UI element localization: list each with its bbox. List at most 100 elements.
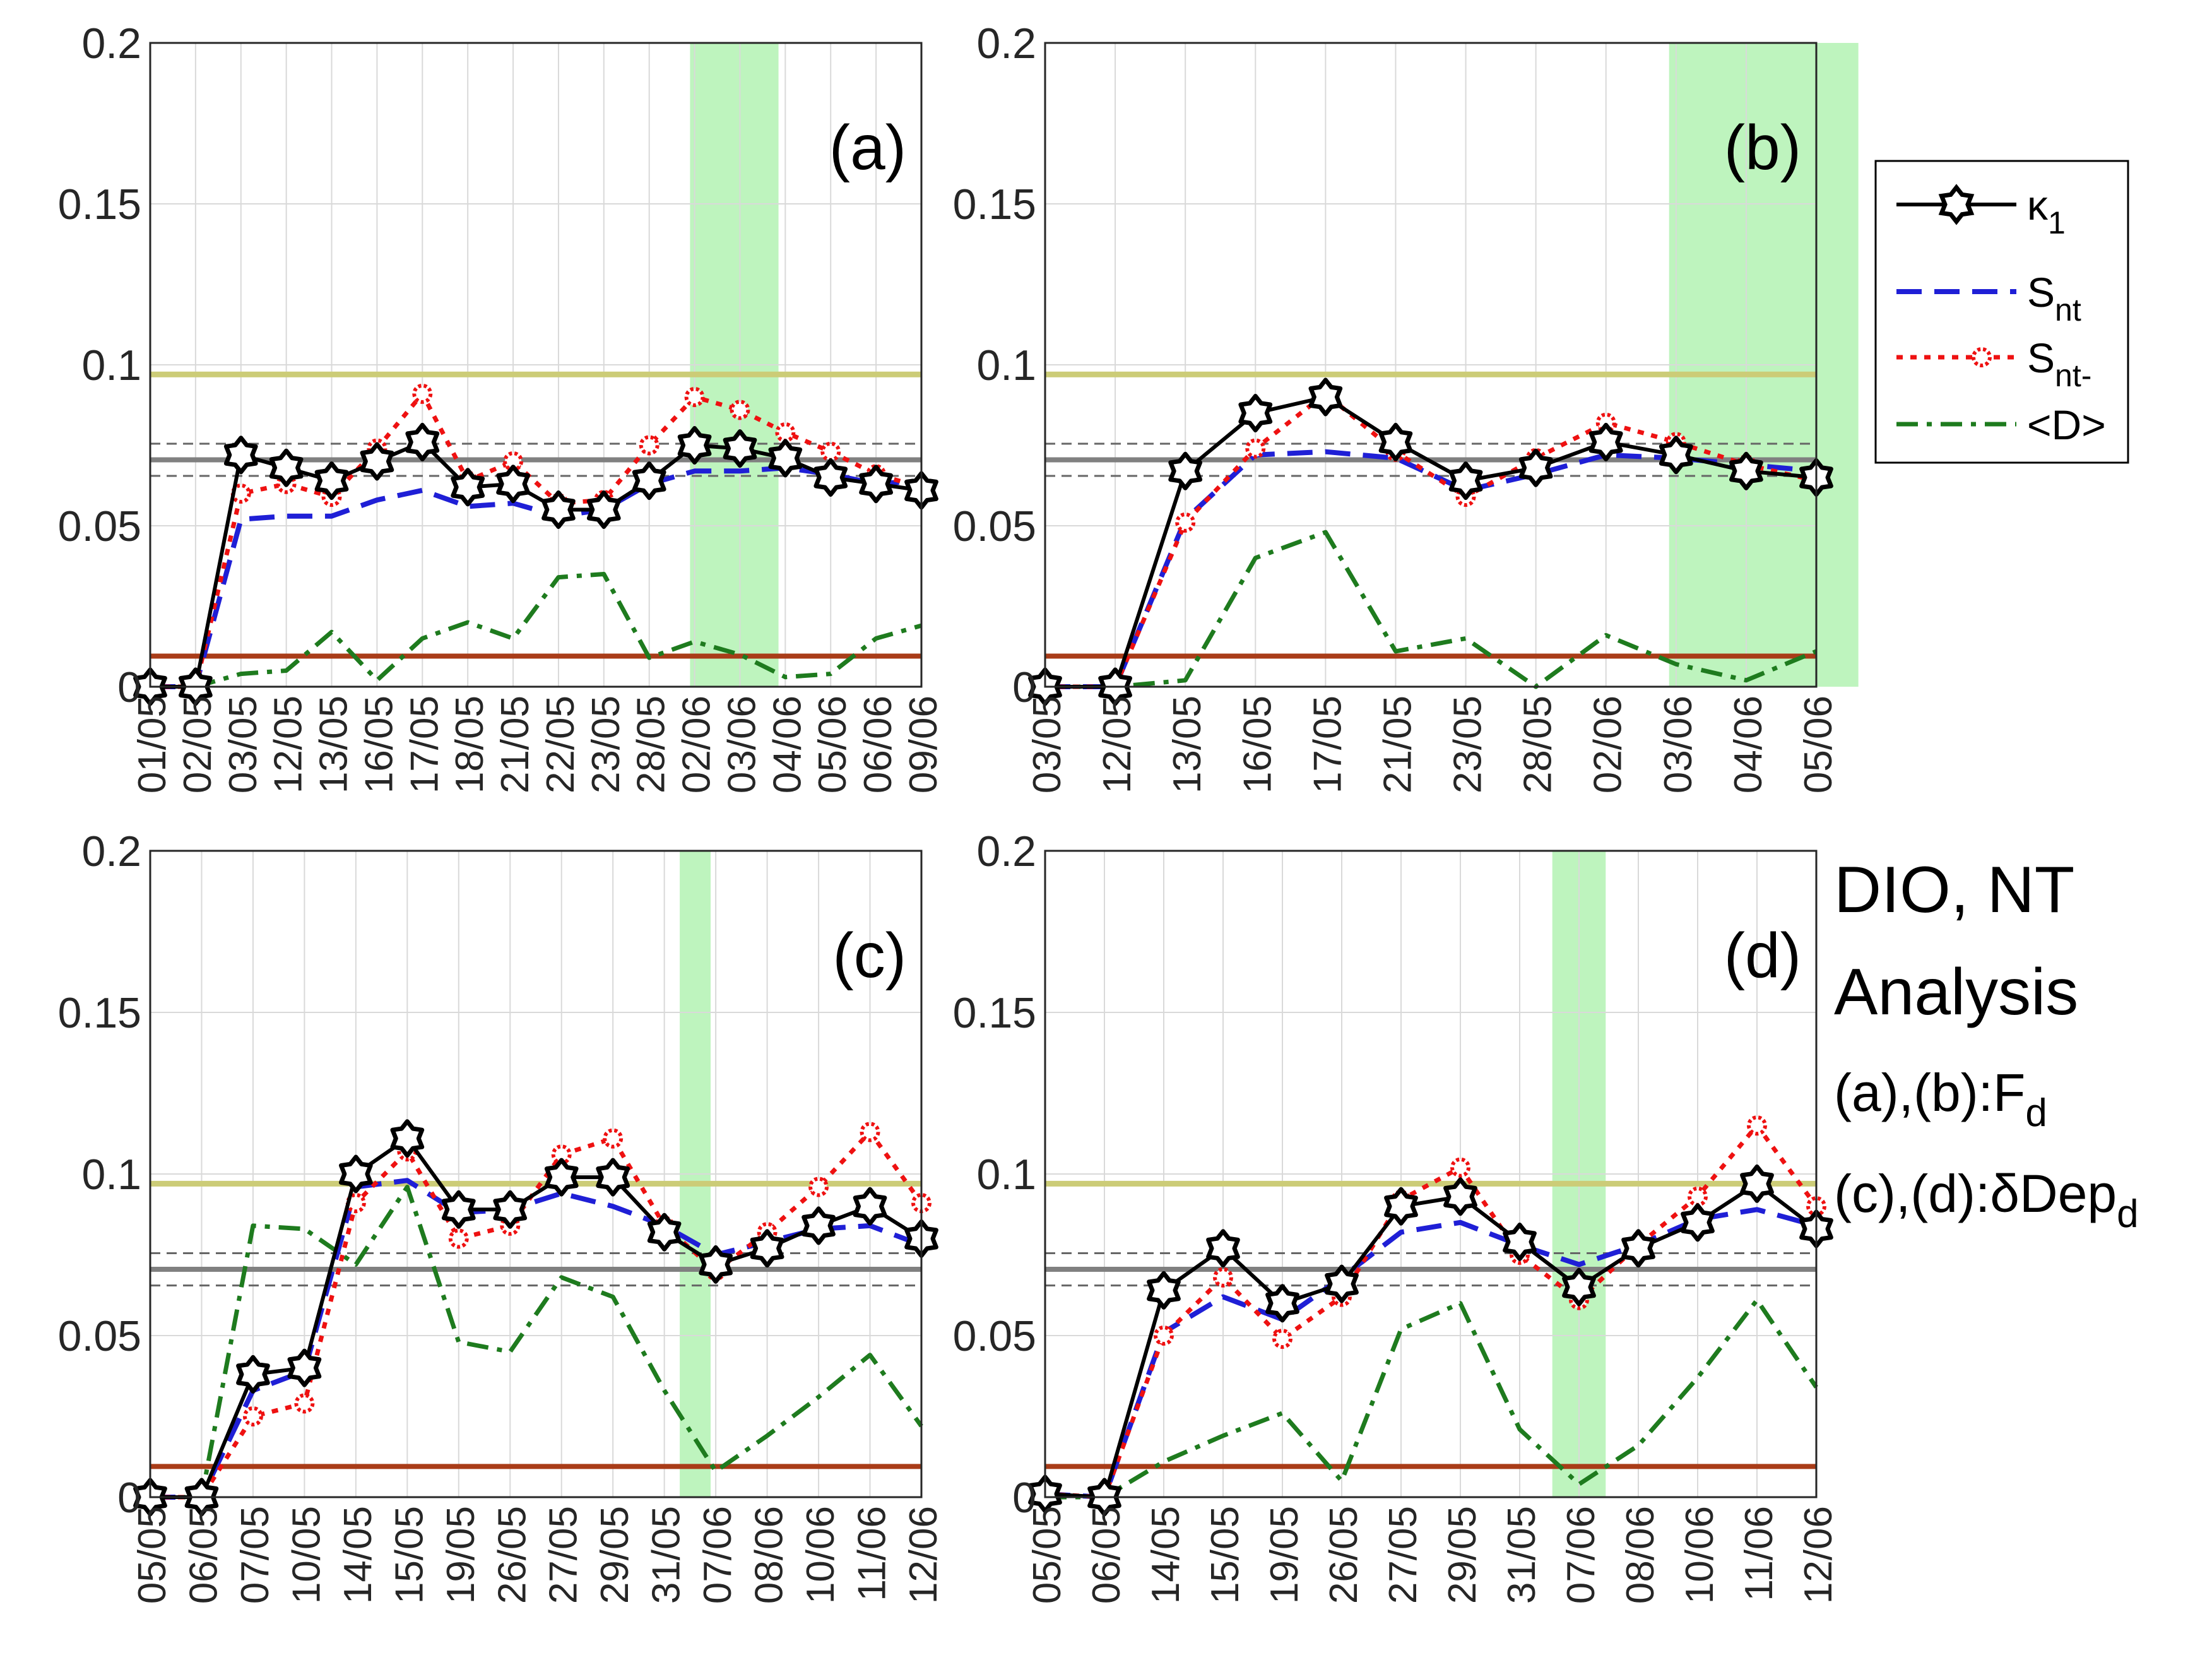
legend-label-sub: nt: [2055, 292, 2081, 328]
series-sntm-marker: [1272, 1329, 1292, 1349]
x-tick-label: 05/06: [1797, 696, 1840, 793]
series-d-line: [150, 572, 922, 689]
series-kappa-marker: [1659, 436, 1693, 475]
x-tick-label: 26/05: [1322, 1506, 1366, 1604]
x-tick-label: 27/05: [1381, 1506, 1425, 1604]
x-tick-label: 29/05: [593, 1506, 637, 1604]
series-sntm-marker: [639, 435, 659, 456]
series-sntm-line: [1045, 391, 1817, 689]
x-tick-label: 03/06: [720, 696, 764, 793]
x-tick-label: 12/06: [902, 1506, 945, 1604]
x-tick-label: 05/06: [811, 696, 855, 793]
series-kappa-marker: [1384, 1187, 1418, 1226]
y-tick-label: 0.2: [976, 827, 1036, 875]
x-tick-label: 12/05: [1096, 696, 1139, 793]
series-kappa-marker: [750, 1229, 784, 1268]
y-tick-label: 0: [117, 663, 141, 711]
series-kappa-marker: [1681, 1203, 1715, 1242]
x-tick-label: 29/05: [1441, 1506, 1484, 1604]
x-tick-label: 28/05: [1517, 696, 1560, 793]
side-annotations: DIO, NT Analysis (a),(b):Fd (c),(d):δDep…: [1834, 853, 2139, 1236]
note-cd-sub: d: [2117, 1192, 2138, 1236]
y-tick-label: 0.2: [81, 20, 141, 68]
series-sntm-marker: [1688, 1186, 1708, 1207]
x-tick-label: 27/05: [542, 1506, 586, 1604]
x-tick-label: 10/06: [799, 1506, 843, 1604]
series-kappa-line: [150, 440, 922, 689]
x-tick-label: 08/06: [748, 1506, 791, 1604]
y-tick-label: 0.05: [58, 502, 141, 550]
series-kappa-marker: [1621, 1229, 1655, 1268]
x-tick-label: 23/05: [584, 696, 628, 793]
x-tick-label: 03/06: [1657, 696, 1700, 793]
x-tick-label: 21/05: [1376, 696, 1419, 793]
series-kappa-marker: [1325, 1264, 1359, 1303]
series-sntm-marker: [1175, 512, 1196, 533]
panel-label: (c): [832, 920, 906, 991]
x-tick-label: 09/06: [902, 696, 945, 793]
y-tick-label: 0: [1012, 1474, 1036, 1522]
series-kappa-marker: [699, 1245, 733, 1284]
series-sntm-marker: [684, 387, 705, 407]
y-tick-label: 0.1: [81, 1151, 141, 1199]
x-tick-label: 21/05: [494, 696, 537, 793]
series-sntm-marker: [1154, 1325, 1174, 1346]
x-tick-label: 05/05: [1026, 1506, 1069, 1604]
x-tick-label: 28/05: [630, 696, 673, 793]
series-kappa-marker: [1147, 1271, 1181, 1310]
legend-label-kappa: κ1: [2027, 182, 2066, 240]
series-kappa-marker: [314, 461, 349, 501]
series-kappa-marker: [768, 439, 803, 478]
x-tick-label: 04/06: [766, 696, 809, 793]
axes-frame: [149, 850, 923, 1498]
note-ab-main: (a),(b):F: [1834, 1063, 2025, 1122]
x-tick-label: 14/05: [1144, 1506, 1188, 1604]
series-kappa-marker: [647, 1212, 682, 1252]
series-sntm-marker: [1450, 1157, 1470, 1178]
series-sntm-marker: [820, 441, 841, 462]
series-sntm-marker: [730, 400, 750, 420]
x-tick-label: 10/05: [285, 1506, 328, 1604]
x-tick-label: 03/05: [1026, 696, 1069, 793]
series-sntm-marker: [860, 1122, 880, 1142]
note-cd: (c),(d):δDepd: [1834, 1164, 2139, 1236]
panel-label: (a): [829, 112, 906, 183]
series-kappa-marker: [390, 1119, 425, 1158]
series-d-line: [1045, 1298, 1818, 1500]
series-sntm-marker: [1747, 1115, 1767, 1136]
x-tick-label: 22/05: [539, 696, 583, 793]
series-kappa-marker: [1518, 448, 1553, 487]
x-tick-label: 31/05: [1500, 1506, 1544, 1604]
x-tick-label: 23/05: [1446, 696, 1490, 793]
series-sntm-marker: [448, 1228, 469, 1249]
x-tick-label: 13/05: [1166, 696, 1209, 793]
x-tick-label: 16/05: [1236, 696, 1279, 793]
series-kappa-marker: [1562, 1267, 1596, 1307]
side-title-line2: Analysis: [1834, 956, 2078, 1029]
y-tick-label: 0.15: [58, 989, 141, 1037]
x-tick-label: 18/05: [448, 696, 492, 793]
series-kappa-marker: [1503, 1223, 1537, 1261]
series-sntm-marker: [775, 422, 796, 443]
x-tick-label: 15/05: [387, 1506, 431, 1604]
series-sntm-marker: [1245, 438, 1266, 459]
panel-label: (d): [1724, 920, 1801, 991]
x-tick-label: 06/05: [1085, 1506, 1128, 1604]
series-kappa-marker: [859, 465, 893, 504]
series-kappa-marker: [1206, 1229, 1240, 1268]
x-tick-label: 31/05: [645, 1506, 689, 1604]
y-tick-label: 0.15: [58, 181, 141, 228]
panel-label: (b): [1724, 112, 1801, 183]
x-tick-label: 07/06: [1559, 1506, 1603, 1604]
x-tick-label: 19/05: [1263, 1506, 1306, 1604]
series-kappa-marker: [586, 490, 621, 529]
series-kappa-marker: [1238, 394, 1273, 432]
series-kappa-marker: [853, 1187, 887, 1226]
series-kappa-marker: [339, 1154, 373, 1194]
y-tick-label: 0.1: [976, 1151, 1036, 1199]
series-kappa-marker: [496, 465, 530, 504]
x-tick-label: 02/05: [176, 696, 220, 793]
y-tick-label: 0.1: [976, 341, 1036, 389]
legend-box: [1874, 160, 2129, 464]
